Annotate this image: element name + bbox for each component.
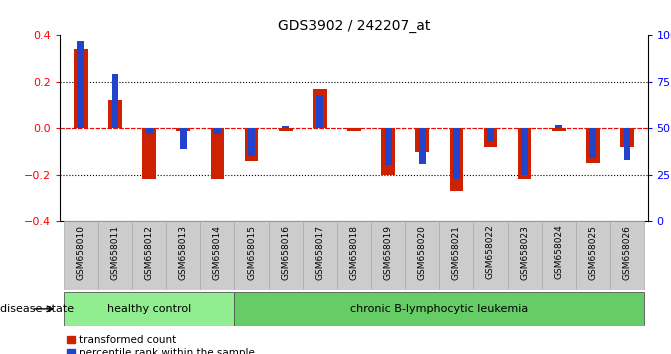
- Text: GSM658014: GSM658014: [213, 225, 222, 280]
- Text: GSM658012: GSM658012: [145, 225, 154, 280]
- Text: GSM658026: GSM658026: [623, 225, 631, 280]
- Text: GSM658021: GSM658021: [452, 225, 461, 280]
- Bar: [484, 128, 497, 147]
- Bar: [303, 221, 337, 290]
- Text: GSM658025: GSM658025: [588, 225, 597, 280]
- Bar: [64, 221, 98, 290]
- Bar: [176, 128, 190, 131]
- Text: GSM658018: GSM658018: [350, 225, 358, 280]
- Bar: [440, 221, 474, 290]
- Bar: [248, 128, 255, 156]
- Bar: [166, 221, 201, 290]
- Text: GSM658019: GSM658019: [384, 225, 393, 280]
- Bar: [405, 221, 440, 290]
- Bar: [576, 221, 610, 290]
- Text: disease state: disease state: [0, 304, 74, 314]
- Bar: [518, 128, 531, 179]
- Bar: [556, 125, 562, 128]
- Text: GSM658015: GSM658015: [247, 225, 256, 280]
- Text: GSM658023: GSM658023: [520, 225, 529, 280]
- Bar: [474, 221, 507, 290]
- Bar: [384, 128, 391, 166]
- Text: GSM658016: GSM658016: [281, 225, 290, 280]
- Bar: [74, 49, 88, 128]
- Bar: [487, 128, 494, 141]
- Legend: transformed count, percentile rank within the sample: transformed count, percentile rank withi…: [66, 335, 256, 354]
- Bar: [419, 128, 425, 164]
- Text: GSM658020: GSM658020: [418, 225, 427, 280]
- Bar: [214, 128, 221, 134]
- Bar: [586, 128, 600, 163]
- Bar: [337, 221, 371, 290]
- Bar: [64, 292, 234, 326]
- Bar: [313, 89, 327, 128]
- Bar: [245, 128, 258, 161]
- Bar: [268, 221, 303, 290]
- Bar: [623, 128, 631, 160]
- Bar: [111, 74, 118, 128]
- Bar: [620, 128, 634, 147]
- Bar: [507, 221, 541, 290]
- Bar: [521, 128, 528, 175]
- Text: GSM658013: GSM658013: [178, 225, 188, 280]
- Bar: [453, 128, 460, 178]
- Bar: [180, 128, 187, 149]
- Bar: [347, 128, 361, 131]
- Bar: [146, 128, 152, 134]
- Bar: [590, 128, 597, 158]
- Bar: [77, 41, 85, 128]
- Text: GSM658022: GSM658022: [486, 225, 495, 279]
- Text: chronic B-lymphocytic leukemia: chronic B-lymphocytic leukemia: [350, 304, 529, 314]
- Bar: [142, 128, 156, 179]
- Bar: [282, 126, 289, 128]
- Bar: [98, 221, 132, 290]
- Bar: [132, 221, 166, 290]
- Bar: [541, 221, 576, 290]
- Bar: [610, 221, 644, 290]
- Text: healthy control: healthy control: [107, 304, 191, 314]
- Text: GSM658011: GSM658011: [111, 225, 119, 280]
- Bar: [415, 128, 429, 152]
- Bar: [552, 128, 566, 131]
- Bar: [234, 292, 644, 326]
- Bar: [234, 221, 268, 290]
- Text: GSM658024: GSM658024: [554, 225, 563, 279]
- Text: GSM658010: GSM658010: [76, 225, 85, 280]
- Bar: [371, 221, 405, 290]
- Text: GSM658017: GSM658017: [315, 225, 324, 280]
- Bar: [279, 128, 293, 131]
- Bar: [211, 128, 224, 179]
- Bar: [381, 128, 395, 175]
- Title: GDS3902 / 242207_at: GDS3902 / 242207_at: [278, 19, 430, 33]
- Bar: [450, 128, 463, 191]
- Bar: [108, 101, 122, 128]
- Bar: [317, 95, 323, 128]
- Bar: [201, 221, 234, 290]
